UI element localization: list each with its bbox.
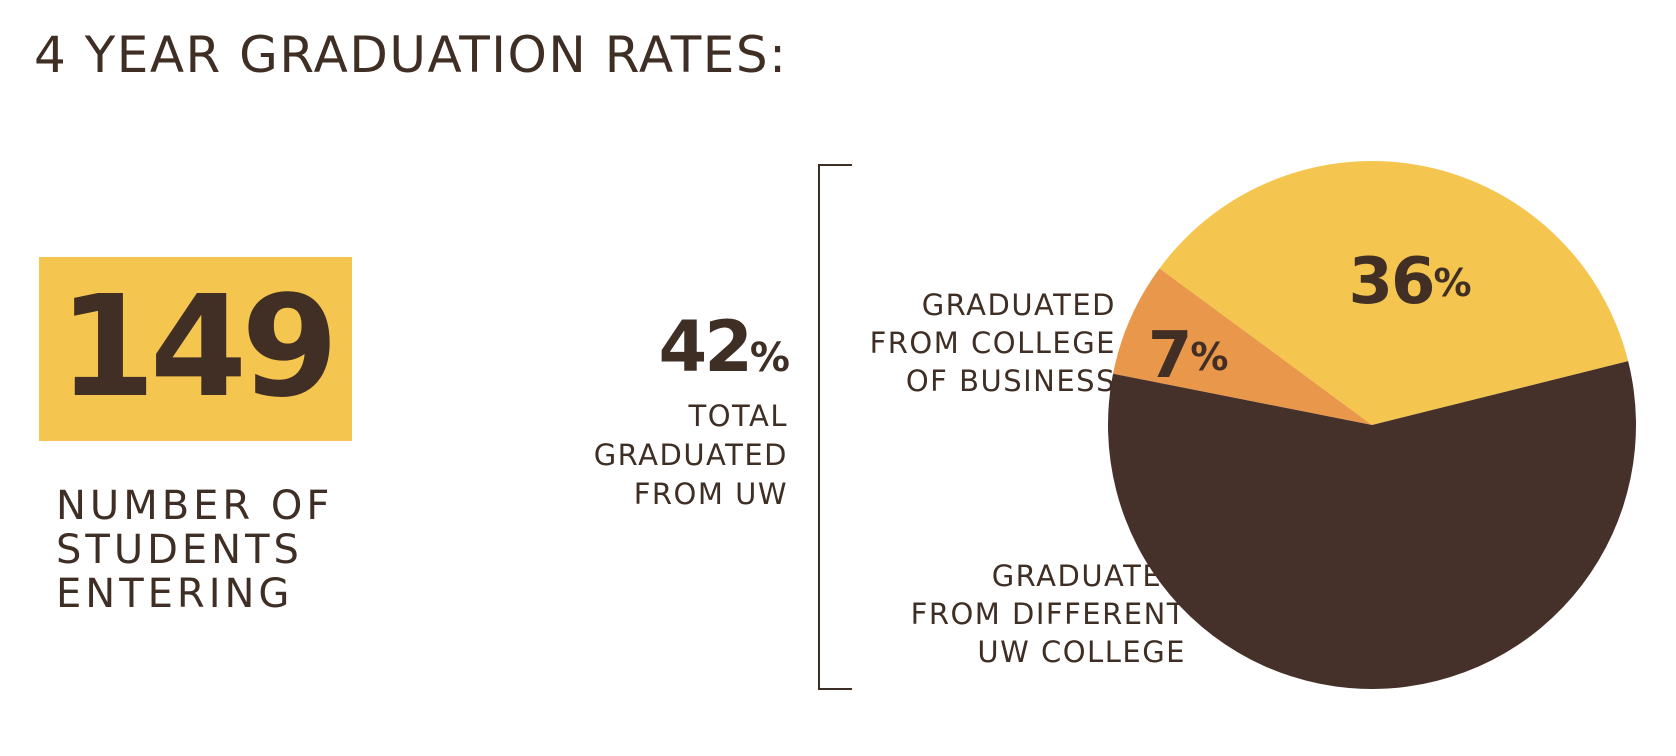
students-count-box: 149	[39, 257, 352, 441]
business-slice-label: GRADUATED FROM COLLEGE OF BUSINESS	[869, 288, 1116, 398]
students-count-label: NUMBER OF STUDENTS ENTERING	[56, 483, 334, 617]
total-bracket	[818, 164, 852, 690]
students-count-value: 149	[58, 266, 338, 429]
total-graduated-value: 42%	[630, 312, 791, 382]
page-title: 4 YEAR GRADUATION RATES:	[34, 26, 788, 84]
pie-slice-graduated-from-different-uw-college	[1113, 268, 1372, 425]
total-graduated-number: 42	[658, 306, 753, 388]
pie-value-label-graduated-from-different-uw-college: 7%	[1148, 318, 1229, 392]
total-graduated-label: TOTAL GRADUATED FROM UW	[593, 399, 788, 511]
pie-slice-remaining	[1107, 361, 1637, 690]
pie-slice-graduated-from-college-of-business	[1159, 161, 1629, 425]
total-graduated-unit: %	[749, 335, 790, 381]
different-college-slice-label: GRADUATED FROM DIFFERENT UW COLLEGE	[910, 559, 1186, 669]
pie-value-label-graduated-from-college-of-business: 36%	[1348, 244, 1471, 318]
